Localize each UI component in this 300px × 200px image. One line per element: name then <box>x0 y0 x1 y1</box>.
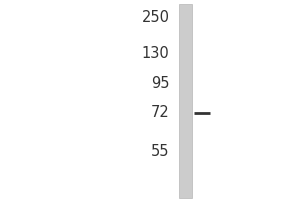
Bar <box>178 4 192 198</box>
Text: 55: 55 <box>151 144 170 158</box>
Text: 130: 130 <box>142 46 170 62</box>
Text: 72: 72 <box>151 105 169 120</box>
Text: 250: 250 <box>142 9 170 24</box>
Text: 95: 95 <box>151 75 170 90</box>
